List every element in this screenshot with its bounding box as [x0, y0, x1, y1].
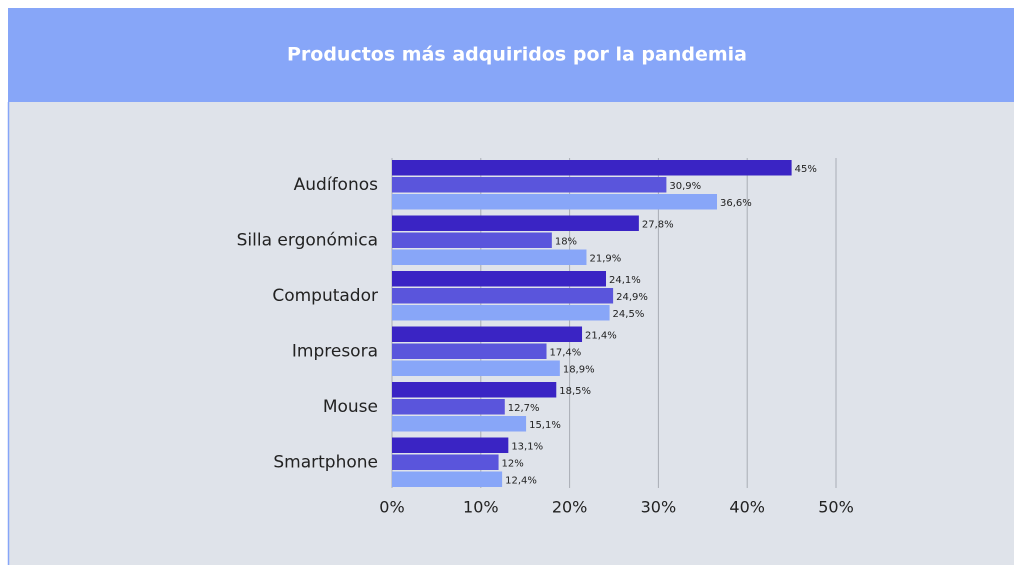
x-tick-label: 40% — [729, 498, 765, 517]
y-tick-label: Mouse — [323, 397, 378, 417]
value-label: 15,1% — [529, 420, 561, 431]
bar — [392, 249, 587, 265]
bar — [392, 343, 547, 359]
x-tick-label: 0% — [379, 498, 404, 517]
value-label: 21,9% — [589, 253, 621, 264]
value-label: 27,8% — [642, 219, 674, 230]
x-tick-label: 50% — [818, 498, 854, 517]
value-label: 12,4% — [505, 475, 537, 486]
bar — [392, 416, 527, 432]
y-tick-label: Computador — [272, 286, 378, 306]
x-tick-label: 10% — [463, 498, 499, 517]
bar — [392, 399, 505, 415]
bar — [392, 454, 499, 470]
bar — [392, 382, 557, 398]
bar — [392, 232, 552, 248]
bar — [392, 471, 503, 487]
value-label: 12,7% — [508, 403, 540, 414]
bar — [392, 271, 607, 287]
y-tick-label: Silla ergonómica — [237, 230, 378, 250]
bar — [392, 360, 560, 376]
value-label: 17,4% — [550, 347, 582, 358]
y-tick-label: Audífonos — [294, 175, 378, 195]
bar — [392, 326, 583, 342]
chart-title: Productos más adquiridos por la pandemia — [287, 44, 747, 66]
bar — [392, 215, 639, 231]
bar — [392, 177, 667, 193]
value-label: 13,1% — [511, 441, 543, 452]
x-tick-label: 20% — [552, 498, 588, 517]
value-label: 18,9% — [563, 364, 595, 375]
y-tick-label: Impresora — [292, 341, 378, 361]
y-tick-label: Smartphone — [273, 452, 378, 472]
value-label: 12% — [502, 458, 524, 469]
value-label: 18,5% — [559, 386, 591, 397]
value-label: 45% — [795, 164, 817, 175]
value-label: 21,4% — [585, 330, 617, 341]
bar — [392, 288, 614, 304]
value-label: 36,6% — [720, 198, 752, 209]
bar — [392, 437, 509, 453]
value-label: 24,5% — [613, 309, 645, 320]
bar — [392, 194, 718, 210]
value-label: 24,9% — [616, 292, 648, 303]
bar — [392, 160, 792, 176]
x-tick-label: 30% — [641, 498, 677, 517]
value-label: 24,1% — [609, 275, 641, 286]
value-label: 30,9% — [669, 181, 701, 192]
bar — [392, 305, 610, 321]
value-label: 18% — [555, 236, 577, 247]
header — [8, 8, 1014, 102]
